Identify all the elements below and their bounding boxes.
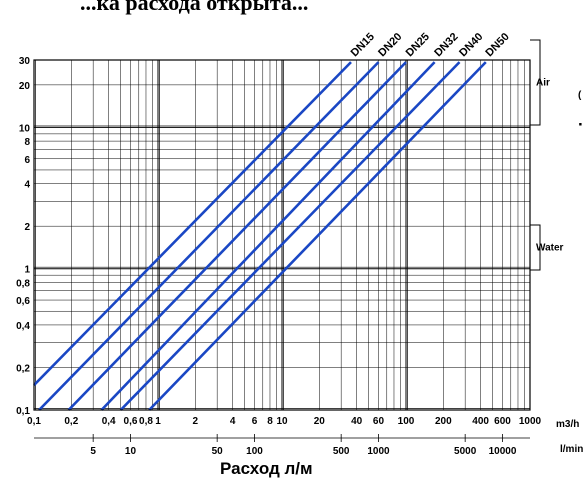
chart-title: ...ка расхода открыта... — [80, 0, 308, 15]
band-label: Air — [536, 78, 550, 89]
x-tick-label-bottom: 100 — [246, 446, 263, 457]
x-tick-label: 100 — [398, 416, 415, 427]
x-tick-label: 40 — [351, 416, 363, 427]
x-tick-label: 1000 — [519, 416, 542, 427]
x-tick-label-bottom: 10 — [125, 446, 137, 457]
y-tick-label: 0,8 — [16, 278, 30, 289]
series-line — [33, 61, 352, 387]
y-tick-label: 1 — [24, 265, 30, 276]
x-tick-label-bottom: 500 — [333, 446, 350, 457]
x-tick-label: 10 — [276, 416, 288, 427]
x-axis-label: Расход л/м — [220, 459, 313, 478]
x-tick-label: 20 — [314, 416, 326, 427]
y-tick-label: 10 — [19, 123, 31, 134]
x-tick-label: 400 — [472, 416, 489, 427]
series-label: DN32 — [432, 31, 460, 59]
series-label: DN25 — [404, 31, 432, 59]
series-label: DN20 — [376, 31, 404, 59]
x-tick-label: 60 — [373, 416, 385, 427]
y-tick-label: 0,2 — [16, 363, 30, 374]
series-line — [148, 61, 487, 411]
y-tick-label: 0,6 — [16, 296, 30, 307]
x-tick-label: 0,4 — [102, 416, 116, 427]
x-tick-label: 0,8 — [139, 416, 153, 427]
series-line — [100, 61, 436, 411]
series-label: DN50 — [483, 31, 511, 59]
y-tick-label: 6 — [24, 155, 30, 166]
x-tick-label: 0,6 — [124, 416, 138, 427]
series-label: DN15 — [349, 31, 377, 59]
x-tick-label-bottom: 1000 — [367, 446, 390, 457]
y-tick-label: 8 — [24, 137, 30, 148]
x-unit-bottom: l/min — [560, 444, 583, 455]
series-line — [119, 61, 461, 411]
x-tick-label-bottom: 50 — [212, 446, 224, 457]
x-tick-label-bottom: 5000 — [454, 446, 477, 457]
series-label: DN40 — [457, 31, 485, 59]
y-tick-label: 2 — [24, 222, 30, 233]
y-tick-label: 30 — [19, 56, 31, 67]
band-label: Water — [536, 243, 564, 254]
side-bands: Air Water — [530, 39, 564, 271]
y-tick-label: 0,1 — [16, 406, 30, 417]
x-unit-top: m3/h — [556, 419, 579, 430]
grid — [33, 59, 530, 411]
band-bracket — [530, 224, 541, 271]
x-tick-label-bottom: 5 — [90, 446, 96, 457]
x-tick-label: 1 — [155, 416, 161, 427]
x-tick-label: 600 — [494, 416, 511, 427]
y-tick-label: 4 — [24, 180, 30, 191]
x-tick-label-bottom: 10000 — [489, 446, 517, 457]
x-tick-label: 4 — [230, 416, 236, 427]
x-tick-label: 6 — [252, 416, 258, 427]
corner-paren: ( — [578, 90, 582, 101]
x-tick-label: 0,2 — [64, 416, 78, 427]
corner-dot: · — [578, 115, 584, 134]
x-tick-label: 8 — [267, 416, 273, 427]
plot-frame — [33, 59, 531, 411]
x-tick-label: 200 — [435, 416, 452, 427]
x-tick-label: 0,1 — [27, 416, 41, 427]
series-line — [67, 61, 407, 411]
y-tick-label: 20 — [19, 81, 31, 92]
band-bracket — [530, 39, 541, 126]
y-tick-label: 0,4 — [16, 321, 30, 332]
series-line — [38, 61, 380, 411]
x-tick-label: 2 — [193, 416, 199, 427]
